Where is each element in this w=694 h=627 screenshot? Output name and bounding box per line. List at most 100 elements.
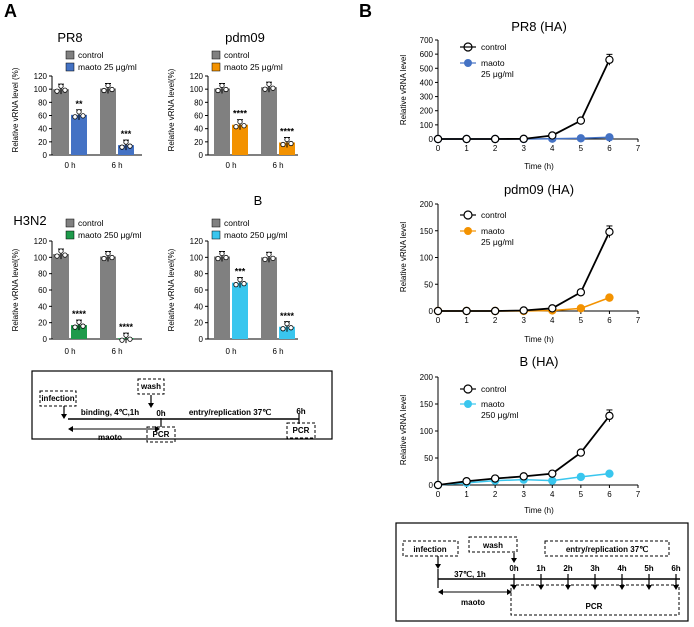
legend-treatment-label: maoto 250 μg/ml bbox=[224, 230, 288, 240]
data-point bbox=[288, 325, 294, 331]
y-tick-label: 150 bbox=[420, 400, 434, 409]
chart-title: PR8 bbox=[57, 30, 82, 45]
maoto-arrow-left bbox=[438, 589, 443, 595]
y-tick-label: 0 bbox=[199, 335, 204, 344]
time-arrow-head bbox=[646, 585, 652, 590]
axes: 0 50 100 150 200 0 1 2 3 4 5 6 7 bbox=[420, 200, 641, 325]
bar-control bbox=[100, 88, 116, 155]
y-tick-label: 20 bbox=[194, 138, 203, 147]
chart-title: B bbox=[254, 193, 263, 208]
y-tick-label: 100 bbox=[420, 427, 434, 436]
bar-control bbox=[214, 256, 230, 339]
x-tick-0h: 0 h bbox=[225, 161, 236, 170]
time-label: 0h bbox=[509, 564, 518, 573]
data-point-control bbox=[548, 469, 557, 478]
x-tick-label: 2 bbox=[493, 490, 498, 499]
x-tick-6h: 6 h bbox=[272, 161, 283, 170]
x-tick-label: 1 bbox=[464, 490, 469, 499]
bar-chart-h3n2: H3N2 control maoto 250 μg/ml Relative vR… bbox=[11, 213, 142, 356]
data-point-treatment bbox=[576, 472, 586, 482]
legend-swatch-treatment bbox=[211, 230, 221, 240]
y-axis-label: Relative vRNA level(%) bbox=[11, 248, 20, 331]
time-label: 2h bbox=[563, 564, 572, 573]
data-point bbox=[266, 251, 272, 257]
data-point bbox=[262, 256, 268, 262]
legend-marker-control bbox=[463, 384, 473, 394]
x-tick-6h: 6 h bbox=[111, 347, 122, 356]
scheme-b-frame bbox=[395, 522, 689, 622]
x-tick-6h: 6 h bbox=[272, 347, 283, 356]
pcr-label-6h: PCR bbox=[293, 426, 310, 435]
legend-treatment-label: maoto 25 μg/ml bbox=[78, 62, 137, 72]
data-point bbox=[62, 252, 68, 258]
time-6h: 6h bbox=[296, 407, 305, 416]
axes: 0 20 40 60 80 100 120 bbox=[34, 237, 142, 344]
y-axis-label: Relative vRNA level (%) bbox=[11, 67, 20, 152]
x-tick-label: 0 bbox=[436, 316, 441, 325]
data-point bbox=[219, 250, 225, 257]
bar-control bbox=[261, 257, 277, 339]
y-tick-label: 100 bbox=[34, 253, 48, 262]
y-axis-label: Relative vRNA level(%) bbox=[167, 68, 176, 151]
bar-chart-pr8: PR8 control maoto 25 μg/ml Relative vRNA… bbox=[11, 30, 142, 170]
y-tick-label: 120 bbox=[34, 237, 48, 246]
series bbox=[433, 225, 614, 316]
x-tick-label: 1 bbox=[464, 144, 469, 153]
data-point bbox=[127, 336, 133, 342]
legend-treatment-label: maoto bbox=[481, 226, 505, 236]
legend-treatment-label: maoto bbox=[481, 399, 505, 409]
data-point bbox=[237, 119, 243, 125]
y-tick-label: 20 bbox=[38, 319, 47, 328]
pcr-box-6h bbox=[286, 422, 316, 439]
infection-box bbox=[402, 540, 459, 557]
y-tick-label: 0 bbox=[429, 481, 434, 490]
data-point-control bbox=[462, 134, 471, 144]
legend-treatment-dose: 25 μg/ml bbox=[481, 237, 514, 247]
y-tick-label: 100 bbox=[190, 85, 204, 94]
data-point bbox=[284, 136, 290, 143]
data-point bbox=[288, 140, 294, 147]
pcr-label: PCR bbox=[586, 602, 603, 611]
legend-control-label: control bbox=[224, 50, 250, 60]
data-point bbox=[101, 255, 107, 262]
wash-arrow-head bbox=[511, 558, 517, 563]
time-arrow-head bbox=[538, 585, 544, 590]
data-point bbox=[76, 319, 82, 325]
legend-swatch-treatment bbox=[65, 230, 75, 240]
legend-treatment-label: maoto bbox=[481, 58, 505, 68]
y-tick-label: 120 bbox=[190, 72, 204, 81]
maoto-label: maoto bbox=[461, 598, 485, 607]
data-point bbox=[266, 81, 272, 87]
entry-label: entry/replication 37℃ bbox=[189, 408, 271, 417]
x-tick-label: 5 bbox=[579, 144, 584, 153]
y-tick-label: 40 bbox=[38, 125, 47, 134]
entry-box bbox=[544, 540, 670, 557]
data-point-control bbox=[462, 306, 471, 316]
data-point-control bbox=[576, 116, 586, 125]
bar-treatment bbox=[232, 282, 248, 339]
time-arrow-head bbox=[592, 585, 598, 590]
infection-label: infection bbox=[413, 545, 446, 554]
infection-arrow-head bbox=[61, 414, 67, 419]
data-point-control bbox=[433, 134, 443, 144]
y-axis-label: Relative vRNA level bbox=[399, 55, 408, 125]
time-arrow-head bbox=[673, 585, 679, 590]
y-tick-label: 500 bbox=[420, 64, 434, 73]
legend-treatment-label: maoto 250 μg/ml bbox=[78, 230, 142, 240]
data-point-treatment bbox=[605, 293, 614, 302]
wash-label: wash bbox=[140, 382, 161, 391]
legend-swatch-control bbox=[65, 218, 75, 228]
significance-label: ** bbox=[75, 99, 83, 109]
legend-swatch-control bbox=[65, 50, 75, 60]
x-tick-label: 4 bbox=[550, 316, 555, 325]
infection-label: infection bbox=[41, 394, 74, 403]
y-tick-label: 0 bbox=[43, 151, 48, 160]
bars: ***** bbox=[53, 82, 134, 155]
x-tick-label: 2 bbox=[493, 316, 498, 325]
data-point bbox=[105, 250, 111, 257]
x-tick-label: 7 bbox=[636, 316, 641, 325]
data-point bbox=[280, 326, 286, 332]
x-axis-label: Time (h) bbox=[524, 335, 554, 344]
data-point-treatment bbox=[605, 133, 614, 142]
data-point-control bbox=[548, 304, 557, 313]
